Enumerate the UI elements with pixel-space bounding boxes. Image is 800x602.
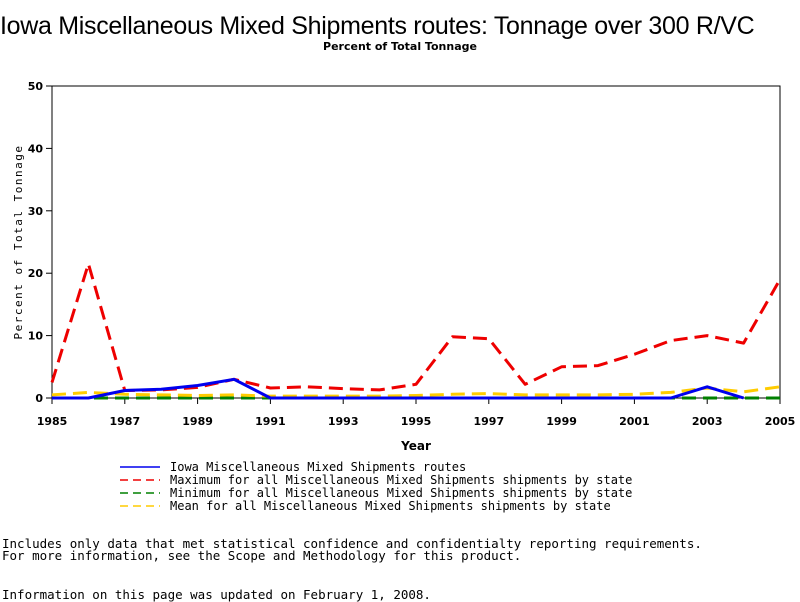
y-tick-label: 0 xyxy=(35,392,43,405)
x-axis-label: Year xyxy=(400,439,431,453)
y-tick-label: 50 xyxy=(28,80,44,93)
x-tick-label: 1997 xyxy=(473,415,504,428)
x-tick-label: 1999 xyxy=(546,415,577,428)
x-tick-label: 2001 xyxy=(619,415,650,428)
y-axis: 0 10 20 30 40 50 xyxy=(28,80,52,405)
x-tick-label: 1987 xyxy=(109,415,140,428)
chart-title: Iowa Miscellaneous Mixed Shipments route… xyxy=(0,12,755,40)
y-axis-label: Percent of Total Tonnage xyxy=(12,145,25,340)
legend-label: Maximum for all Miscellaneous Mixed Ship… xyxy=(170,473,632,487)
note-confidence: Includes only data that met statistical … xyxy=(2,536,702,551)
y-tick-label: 20 xyxy=(28,267,44,280)
note-methodology: For more information, see the Scope and … xyxy=(2,548,522,563)
series-line-0 xyxy=(52,377,745,400)
note-updated: Information on this page was updated on … xyxy=(2,587,431,602)
legend: Iowa Miscellaneous Mixed Shipments route… xyxy=(120,460,632,513)
x-tick-label: 1989 xyxy=(182,415,213,428)
plot-frame xyxy=(51,85,781,399)
x-tick-label: 1991 xyxy=(255,415,286,428)
series-line-1 xyxy=(50,262,782,392)
series-layer xyxy=(50,262,782,400)
y-tick-label: 10 xyxy=(28,330,44,343)
y-tick-label: 30 xyxy=(28,205,44,218)
x-tick-label: 1993 xyxy=(328,415,359,428)
x-axis: 1985 1987 1989 1991 1993 1995 1997 1999 2001 2003… xyxy=(37,398,796,428)
y-tick-label: 40 xyxy=(28,142,44,155)
x-tick-label: 2003 xyxy=(692,415,723,428)
chart-subtitle: Percent of Total Tonnage xyxy=(323,40,477,53)
x-tick-label: 1985 xyxy=(37,415,68,428)
legend-label: Mean for all Miscellaneous Mixed Shipmen… xyxy=(170,499,611,513)
x-tick-label: 1995 xyxy=(401,415,432,428)
series-line-3 xyxy=(51,385,781,398)
legend-label: Iowa Miscellaneous Mixed Shipments route… xyxy=(170,460,466,474)
x-tick-label: 2005 xyxy=(765,415,796,428)
legend-label: Minimum for all Miscellaneous Mixed Ship… xyxy=(170,486,632,500)
